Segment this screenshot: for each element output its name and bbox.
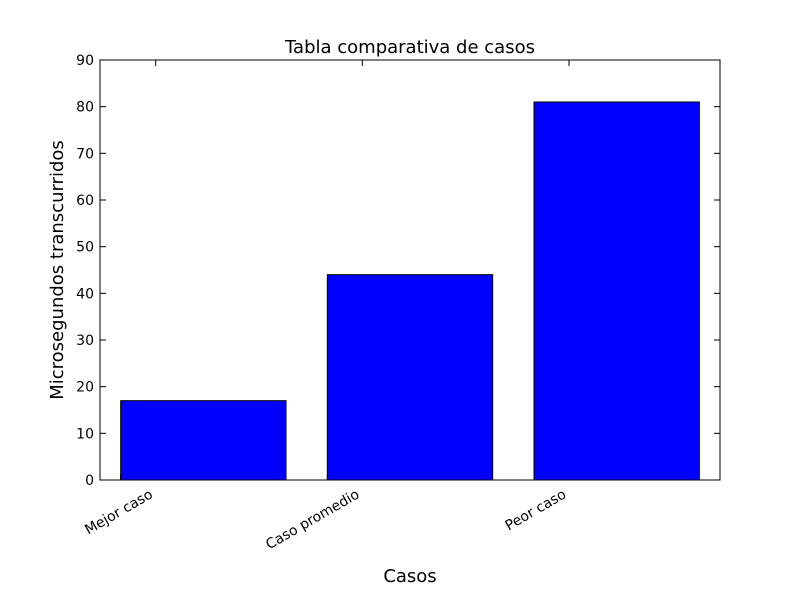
bar-2 — [533, 101, 700, 481]
y-tick-label: 70 — [76, 146, 94, 162]
x-tick-label: Caso promedio — [263, 487, 362, 553]
y-tick-label: 90 — [76, 53, 94, 69]
y-tick-label: 0 — [85, 473, 94, 489]
x-tick-labels: Mejor caso Caso promedio Peor caso — [82, 487, 569, 553]
y-tick-label: 50 — [76, 240, 94, 256]
ticks-layer — [100, 59, 720, 481]
x-tick-label: Peor caso — [503, 487, 569, 535]
y-axis-label: Microsegundos transcurridos — [47, 140, 68, 400]
bars-layer — [120, 101, 700, 481]
plot-frame — [99, 59, 721, 481]
y-tick-label: 30 — [76, 333, 94, 349]
y-tick-label: 20 — [76, 380, 94, 396]
y-tick-labels: 0 10 20 30 40 50 60 70 80 90 — [76, 53, 94, 489]
x-axis-label: Casos — [383, 566, 436, 587]
bar-0 — [120, 400, 287, 481]
x-tick-label: Mejor caso — [82, 487, 155, 539]
y-tick-label: 80 — [76, 100, 94, 116]
y-tick-label: 60 — [76, 193, 94, 209]
bar-1 — [326, 274, 494, 481]
y-tick-label: 40 — [76, 286, 94, 302]
chart-title: Tabla comparativa de casos — [284, 37, 535, 58]
y-tick-label: 10 — [76, 426, 94, 442]
